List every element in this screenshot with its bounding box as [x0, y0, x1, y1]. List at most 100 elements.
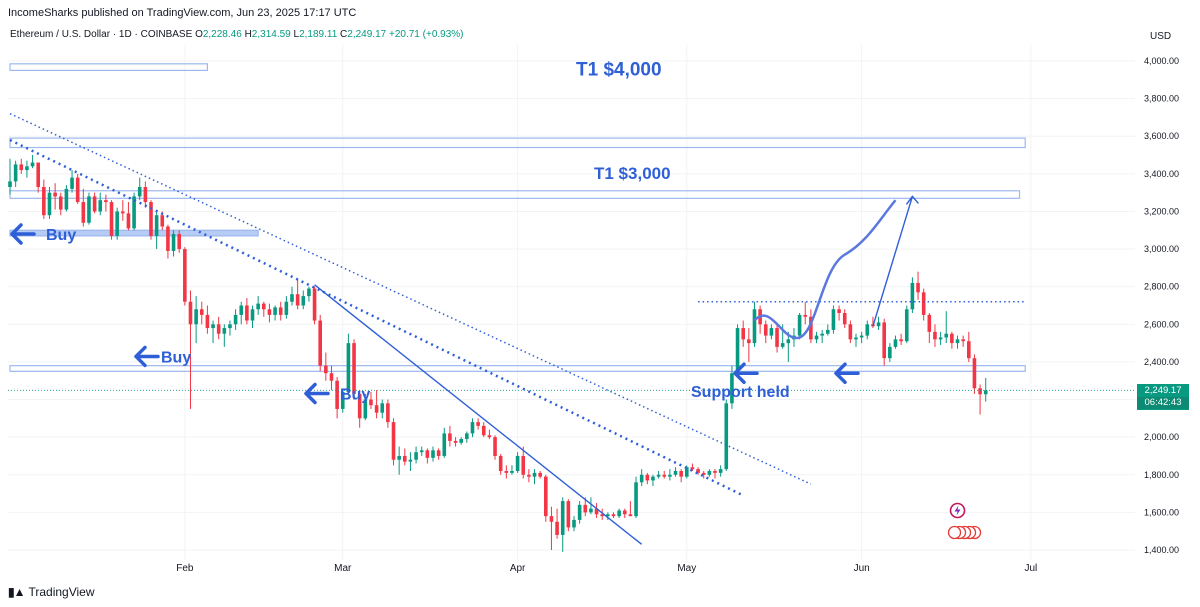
candle-body [278, 307, 283, 315]
candle-body [950, 333, 954, 344]
candle-body [324, 365, 328, 374]
candle-body [876, 322, 881, 327]
candle-body [696, 469, 700, 473]
buy-label-3: Buy [340, 387, 370, 404]
candle-body [431, 450, 435, 458]
candle-body [250, 309, 255, 321]
candle-body [730, 373, 734, 404]
candle-body [177, 234, 181, 250]
horizontal-zone [9, 190, 1021, 199]
candle-body [888, 346, 892, 359]
candle-body [183, 249, 187, 302]
candle-body [419, 450, 424, 453]
candle-body [262, 303, 266, 310]
candle-body [606, 514, 610, 517]
high-value: 2,314.59 [251, 29, 291, 40]
candle-body [831, 309, 836, 330]
buy-label-1: Buy [46, 227, 76, 244]
candle-body [899, 339, 903, 342]
candle-body [199, 309, 204, 315]
candle-body [64, 188, 69, 210]
y-tick-label: 2,800.00 [1144, 282, 1179, 292]
y-tick-label: 3,200.00 [1144, 206, 1179, 216]
y-tick-label: 2,400.00 [1144, 357, 1179, 367]
candle-body [741, 328, 745, 340]
horizontal-zone [9, 137, 1026, 149]
candle-body [465, 433, 469, 440]
candle-body [752, 309, 757, 344]
candle-body [493, 437, 497, 456]
candle-body [927, 314, 932, 332]
x-tick-label: Mar [334, 563, 352, 574]
chart-grid [8, 45, 1135, 560]
x-tick-label: Jul [1024, 563, 1037, 574]
candle-body [448, 433, 452, 441]
candle-body [459, 439, 463, 443]
candle-body [842, 313, 847, 325]
y-tick-label: 1,400.00 [1144, 545, 1179, 555]
candle-body [346, 343, 351, 393]
candle-body [775, 328, 779, 347]
candle-body [544, 476, 548, 517]
y-tick-label: 3,600.00 [1144, 131, 1179, 141]
candle-body [301, 296, 306, 306]
close-value: 2,249.17 [347, 29, 387, 40]
candle-body [222, 328, 227, 334]
support-held-label: Support held [691, 384, 790, 401]
target-3000-label: T1 $3,000 [594, 164, 671, 183]
candle-body [701, 472, 706, 475]
x-axis: Feb Mar Apr May Jun Jul [176, 563, 1037, 574]
candle-body [481, 425, 486, 436]
symbol-legend: Ethereum / U.S. Dollar · 1D · COINBASE O… [10, 29, 464, 40]
high-label: H [244, 29, 252, 40]
candle-body [668, 474, 672, 477]
candle-body [532, 472, 537, 477]
candle-body [515, 455, 520, 472]
candle-body [713, 471, 717, 473]
candle-body [577, 504, 582, 520]
candle-body [797, 314, 802, 336]
change-value: +20.71 (+0.93%) [389, 29, 464, 40]
candle-body [47, 192, 52, 216]
candle-body [476, 422, 480, 426]
candle-body [690, 467, 695, 470]
candle-body [882, 322, 886, 359]
candle-body [267, 309, 272, 315]
open-value: 2,228.46 [202, 29, 242, 40]
candle-body [442, 433, 447, 456]
buy-arrow-icon [304, 382, 330, 405]
candle-body [527, 474, 531, 477]
candle-body [673, 471, 678, 475]
candle-body [747, 339, 751, 344]
last-price-value: 2,249.17 [1144, 385, 1182, 396]
low-label: L [293, 29, 300, 40]
candle-body [30, 162, 35, 167]
candle-body [735, 328, 740, 374]
candle-body [453, 440, 458, 443]
candle-body [628, 514, 633, 517]
candle-body [307, 288, 311, 297]
tradingview-logo[interactable]: ▮▲ TradingView [8, 585, 95, 599]
candle-body [340, 392, 345, 409]
candle-body [154, 215, 159, 236]
candle-body [436, 450, 441, 456]
candle-body [149, 202, 153, 236]
candle-body [780, 343, 785, 347]
candle-body [357, 393, 362, 419]
candle-body [19, 164, 24, 171]
candle-body [893, 339, 898, 347]
candle-body [245, 305, 249, 321]
published-caption: IncomeSharks published on TradingView.co… [8, 7, 357, 19]
candle-body [967, 341, 971, 359]
x-tick-label: Jun [854, 563, 870, 574]
trendline-upper-dotted [9, 112, 812, 485]
candle-body [611, 514, 616, 517]
candle-body [848, 324, 853, 340]
candle-body [414, 452, 418, 460]
candle-body [132, 196, 136, 229]
bar-countdown: 06:42:43 [1137, 397, 1189, 409]
candle-body [216, 324, 221, 334]
candle-body [786, 339, 791, 344]
y-tick-label: 4,000.00 [1144, 56, 1179, 66]
